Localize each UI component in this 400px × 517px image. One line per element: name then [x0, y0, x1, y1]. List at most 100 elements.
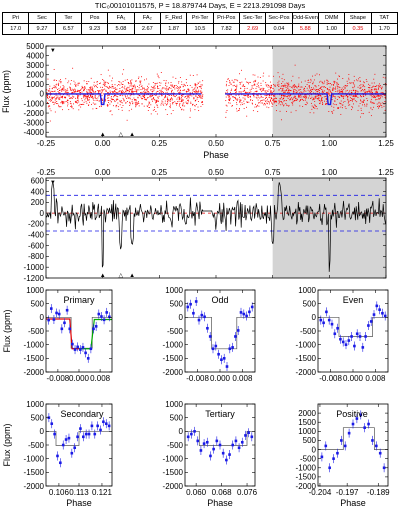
raw-point — [114, 87, 116, 89]
raw-point — [57, 103, 59, 105]
raw-point — [362, 113, 364, 115]
raw-point — [342, 104, 344, 106]
raw-point — [201, 101, 203, 102]
raw-point — [273, 75, 275, 77]
raw-point — [104, 100, 106, 102]
raw-point — [125, 102, 127, 104]
raw-point — [126, 119, 128, 121]
raw-point — [145, 99, 147, 101]
raw-point — [350, 82, 351, 84]
raw-point — [299, 100, 300, 102]
raw-point — [374, 89, 376, 91]
raw-point — [100, 92, 102, 94]
raw-point — [169, 99, 171, 100]
raw-point — [379, 84, 381, 86]
raw-point — [184, 89, 186, 91]
raw-point — [137, 86, 139, 87]
raw-point — [365, 79, 367, 81]
raw-point — [96, 108, 98, 109]
raw-point — [362, 88, 363, 90]
data-point — [194, 300, 198, 303]
raw-point — [144, 97, 145, 99]
raw-point — [147, 88, 149, 90]
raw-point — [127, 95, 128, 97]
raw-point — [262, 96, 264, 98]
raw-point — [83, 87, 85, 89]
raw-point — [65, 91, 67, 93]
raw-point — [174, 101, 176, 103]
raw-point — [311, 108, 313, 110]
raw-point — [342, 107, 343, 109]
raw-point — [122, 91, 124, 93]
raw-point — [304, 96, 306, 97]
raw-point — [90, 103, 92, 105]
raw-point — [376, 85, 378, 87]
data-point — [200, 313, 204, 317]
raw-point — [367, 91, 369, 93]
raw-point — [192, 104, 193, 106]
raw-point — [380, 94, 382, 96]
y-tick-label: -1000 — [296, 340, 317, 349]
raw-point — [49, 120, 51, 122]
raw-point — [129, 91, 130, 93]
raw-point — [341, 89, 343, 90]
raw-point — [177, 86, 179, 88]
raw-point — [294, 96, 296, 98]
raw-point — [69, 97, 71, 99]
raw-point — [135, 102, 137, 104]
raw-point — [179, 104, 181, 106]
raw-point — [98, 92, 100, 94]
raw-point — [316, 98, 318, 100]
raw-point — [146, 90, 148, 92]
raw-point — [129, 83, 131, 84]
raw-point — [264, 91, 266, 93]
raw-point — [319, 92, 320, 94]
raw-point — [236, 88, 237, 90]
raw-point — [294, 100, 296, 102]
data-point — [193, 430, 196, 433]
raw-point — [229, 99, 231, 101]
raw-point — [274, 84, 276, 86]
raw-point — [370, 94, 372, 96]
raw-point — [86, 81, 88, 83]
raw-point — [359, 76, 361, 78]
raw-point — [100, 86, 102, 88]
raw-point — [172, 101, 174, 103]
raw-point — [194, 84, 196, 86]
raw-point — [192, 88, 194, 90]
raw-point — [262, 75, 264, 77]
raw-point — [281, 90, 283, 92]
raw-point — [382, 76, 384, 78]
raw-point — [83, 80, 85, 82]
raw-point — [348, 94, 350, 96]
raw-point — [351, 91, 352, 93]
raw-point — [270, 89, 272, 91]
raw-point — [325, 103, 326, 105]
x-axis-label: Phase — [340, 498, 366, 508]
raw-point — [118, 108, 120, 110]
raw-point — [355, 94, 357, 96]
data-point — [239, 311, 243, 314]
data-point — [76, 435, 79, 439]
raw-point — [359, 85, 361, 87]
raw-point — [370, 89, 372, 91]
raw-point — [104, 84, 106, 86]
raw-point — [243, 103, 245, 105]
raw-point — [282, 88, 284, 90]
raw-point — [370, 107, 372, 109]
raw-point — [262, 87, 264, 89]
data-point — [82, 435, 85, 439]
raw-point — [326, 83, 328, 85]
raw-point — [147, 97, 149, 99]
model-step — [318, 316, 388, 337]
raw-point — [121, 87, 123, 88]
raw-point — [289, 89, 290, 91]
raw-point — [178, 82, 180, 84]
raw-point — [383, 105, 385, 107]
raw-point — [81, 100, 83, 102]
raw-point — [228, 99, 230, 101]
raw-point — [280, 95, 282, 96]
raw-point — [171, 98, 173, 100]
data-point — [225, 365, 229, 368]
raw-point — [341, 95, 343, 96]
